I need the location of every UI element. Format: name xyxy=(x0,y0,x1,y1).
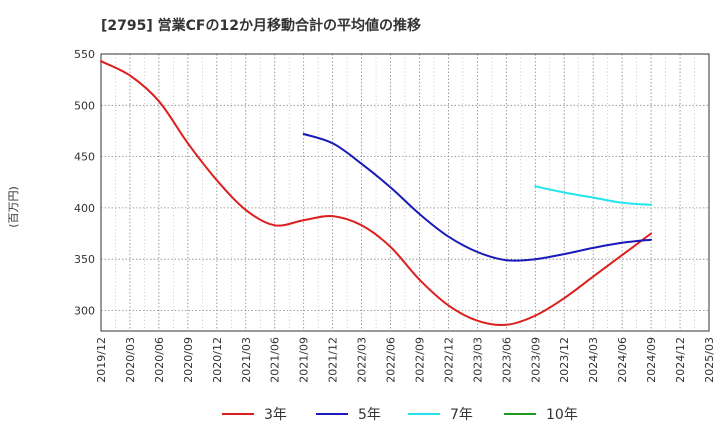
x-tick-label: 2025/03 xyxy=(703,337,716,383)
grid-lines xyxy=(101,54,709,331)
legend-label-1: 5年 xyxy=(358,407,381,423)
x-tick-label: 2022/03 xyxy=(356,337,369,383)
x-tick-label: 2023/09 xyxy=(529,337,542,383)
y-tick-label: 400 xyxy=(74,202,95,215)
legend-label-0: 3年 xyxy=(264,407,287,423)
x-tick-label: 2024/09 xyxy=(645,337,658,383)
x-tick-label: 2020/12 xyxy=(211,337,224,383)
x-tick-label: 2022/12 xyxy=(442,337,455,383)
x-tick-label: 2021/03 xyxy=(240,337,253,383)
x-tick-label: 2020/09 xyxy=(182,337,195,383)
chart-title: [2795] 営業CFの12か月移動合計の平均値の推移 xyxy=(101,17,421,34)
y-axis-ticks: 300 350 400 450 500 550 xyxy=(74,48,95,317)
x-tick-label: 2023/03 xyxy=(471,337,484,383)
x-tick-label: 2019/12 xyxy=(95,337,108,383)
legend: 3年 5年 7年 10年 xyxy=(222,407,578,423)
x-tick-label: 2024/12 xyxy=(674,337,687,383)
series-lines xyxy=(100,60,653,327)
x-tick-label: 2024/03 xyxy=(587,337,600,383)
y-tick-label: 500 xyxy=(74,99,95,112)
x-tick-label: 2022/06 xyxy=(385,337,398,383)
x-tick-label: 2021/09 xyxy=(298,337,311,383)
x-tick-label: 2023/12 xyxy=(558,337,571,383)
series-line-0 xyxy=(100,60,653,327)
legend-label-2: 7年 xyxy=(450,407,473,423)
x-tick-label: 2021/12 xyxy=(327,337,340,383)
x-tick-label: 2022/09 xyxy=(413,337,426,383)
y-tick-label: 450 xyxy=(74,151,95,164)
x-tick-label: 2021/06 xyxy=(269,337,282,383)
series-line-1 xyxy=(302,133,653,262)
x-tick-label: 2020/03 xyxy=(124,337,137,383)
plot-area-frame xyxy=(100,53,710,332)
series-line-2 xyxy=(534,185,653,206)
y-tick-label: 300 xyxy=(74,304,95,317)
x-tick-label: 2023/06 xyxy=(500,337,513,383)
legend-label-3: 10年 xyxy=(546,407,578,423)
x-axis-ticks: 2019/12 2020/03 2020/06 2020/09 2020/12 2021/… xyxy=(95,337,716,383)
y-tick-label: 350 xyxy=(74,253,95,266)
y-tick-label: 550 xyxy=(74,48,95,61)
x-tick-label: 2020/06 xyxy=(153,337,166,383)
x-tick-label: 2024/06 xyxy=(616,337,629,383)
y-axis-label: (百万円) xyxy=(7,186,20,228)
